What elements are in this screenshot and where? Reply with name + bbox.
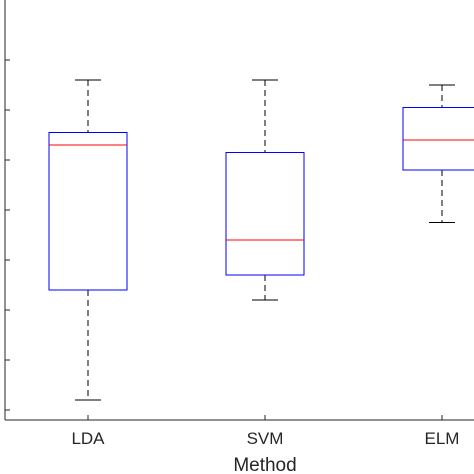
box-svm [225, 152, 305, 276]
x-tick-label-svm: SVM [247, 429, 284, 448]
boxes-layer [48, 79, 474, 401]
y-ticks-layer [5, 59, 10, 411]
x-tick-label-elm: ELM [425, 429, 460, 448]
box-lda [48, 132, 128, 291]
x-axis-title: Method [233, 455, 296, 474]
box-elm [402, 107, 474, 171]
x-ticks-layer: LDA SVM ELM [71, 415, 459, 448]
x-tick-label-lda: LDA [71, 429, 105, 448]
